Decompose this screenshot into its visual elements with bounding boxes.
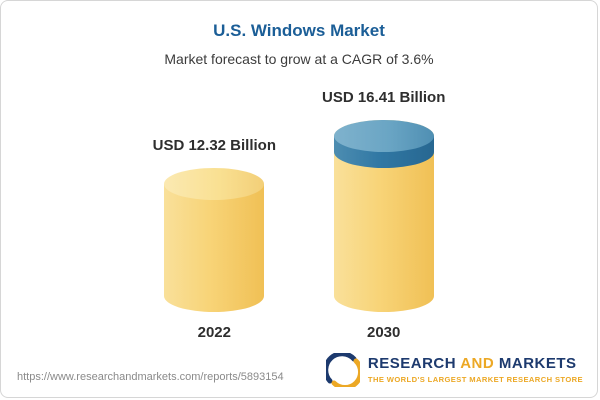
logo-word-markets: MARKETS — [498, 354, 577, 372]
logo-text: RESEARCH AND MARKETS THE WORLD'S LARGEST… — [367, 354, 583, 385]
report-url-link[interactable]: https://www.researchandmarkets.com/repor… — [17, 371, 284, 383]
value-label-2030: USD 16.41 Billion — [322, 89, 446, 106]
chart-area: USD 12.32 Billion 2022 USD 16.41 Billion… — [1, 89, 597, 341]
footer: https://www.researchandmarkets.com/repor… — [17, 353, 583, 387]
cylinder-bar-2030 — [333, 120, 434, 312]
bar-group-2022: USD 12.32 Billion 2022 — [153, 137, 276, 341]
cylinder-bar-2022 — [164, 168, 265, 312]
growth-cap-segment — [333, 120, 434, 168]
growth-cap-top-ellipse — [333, 120, 434, 152]
logo-mark-icon — [325, 353, 360, 387]
cylinder-body — [164, 184, 265, 312]
chart-title: U.S. Windows Market — [213, 21, 385, 40]
logo-word-and: AND — [460, 354, 495, 372]
year-label-2022: 2022 — [197, 324, 231, 341]
chart-subtitle: Market forecast to grow at a CAGR of 3.6… — [164, 51, 434, 67]
year-label-2030: 2030 — [367, 324, 401, 341]
logo-wordmark: RESEARCH AND MARKETS — [367, 354, 583, 373]
research-and-markets-logo: RESEARCH AND MARKETS THE WORLD'S LARGEST… — [325, 353, 583, 387]
logo-word-research: RESEARCH — [367, 354, 457, 372]
cylinder-top-ellipse — [164, 168, 265, 200]
bar-group-2030: USD 16.41 Billion 2030 — [322, 89, 445, 341]
logo-tagline: THE WORLD'S LARGEST MARKET RESEARCH STOR… — [367, 375, 583, 385]
chart-header: U.S. Windows Market Market forecast to g… — [1, 1, 597, 67]
value-label-2022: USD 12.32 Billion — [152, 137, 276, 154]
